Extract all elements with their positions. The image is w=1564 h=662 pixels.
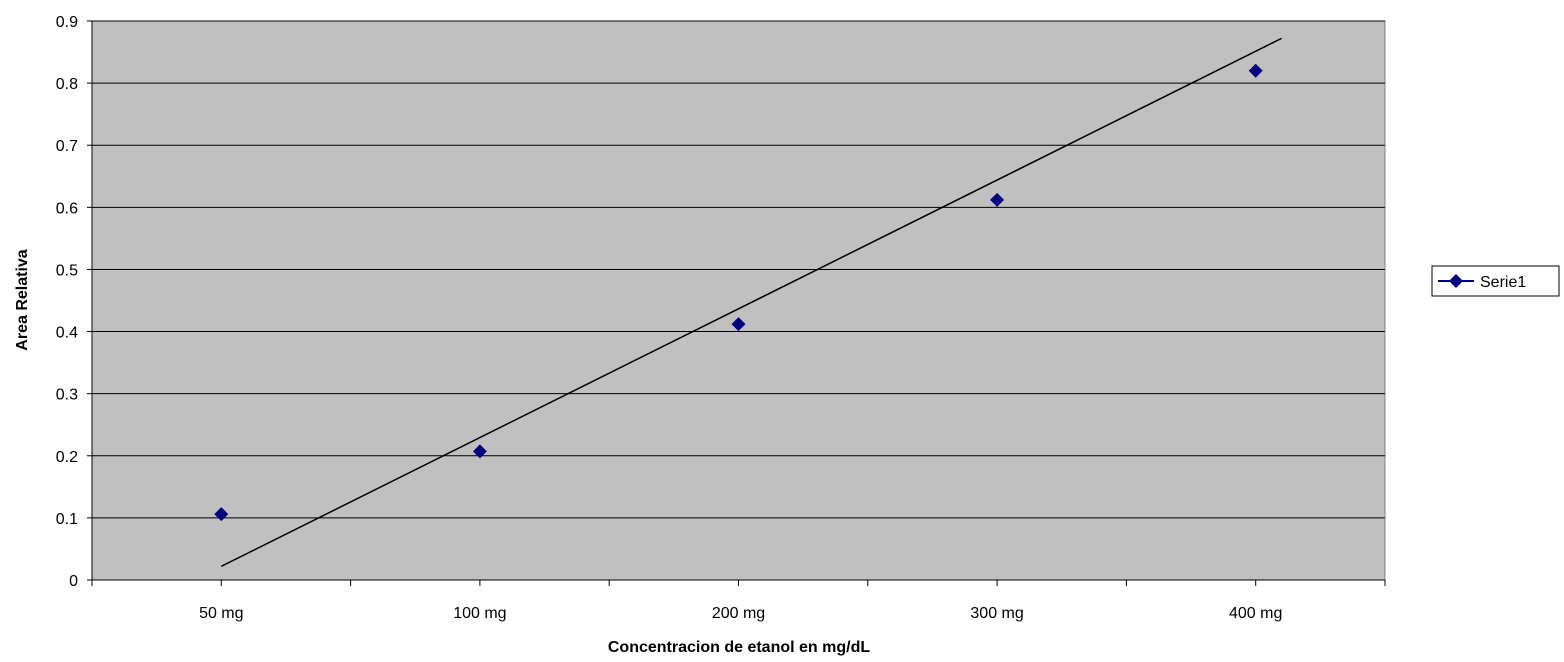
x-axis-title: Concentracion de etanol en mg/dL [608, 639, 870, 656]
data-point [990, 192, 1005, 207]
plot-background [91, 20, 1386, 581]
y-tick-label: 0.5 [56, 262, 78, 279]
series-layer [214, 37, 1282, 568]
y-tick-label: 0.9 [56, 14, 78, 31]
x-tick-label: 400 mg [1229, 605, 1282, 622]
x-tick-label: 100 mg [453, 605, 506, 622]
legend-label-serie1: Serie1 [1480, 274, 1526, 291]
y-axis-title: Area Relativa [14, 249, 31, 350]
data-point [214, 507, 229, 522]
data-point [1248, 63, 1263, 78]
data-point [472, 444, 487, 459]
x-tick-label: 300 mg [970, 605, 1023, 622]
y-tick-label: 0.6 [56, 200, 78, 217]
y-tick-label: 0.8 [56, 76, 78, 93]
y-tick-label: 0.1 [56, 511, 78, 528]
y-tick-label: 0.3 [56, 387, 78, 404]
y-tick-label: 0.2 [56, 449, 78, 466]
trendline [220, 37, 1282, 568]
y-tick-label: 0.7 [56, 138, 78, 155]
x-tick-label: 50 mg [199, 605, 243, 622]
plot-area [87, 20, 1386, 586]
legend-marker [1449, 274, 1463, 288]
y-tick-label: 0 [69, 573, 78, 590]
data-point [731, 317, 746, 332]
x-tick-label: 200 mg [712, 605, 765, 622]
legend: Serie1 [1431, 265, 1560, 297]
y-tick-label: 0.4 [56, 325, 78, 342]
tick-labels: 0 0.1 0.2 0.3 0.4 0.5 0.6 0.7 0.8 0.9 50 mg 100 mg 2… [56, 14, 1283, 622]
